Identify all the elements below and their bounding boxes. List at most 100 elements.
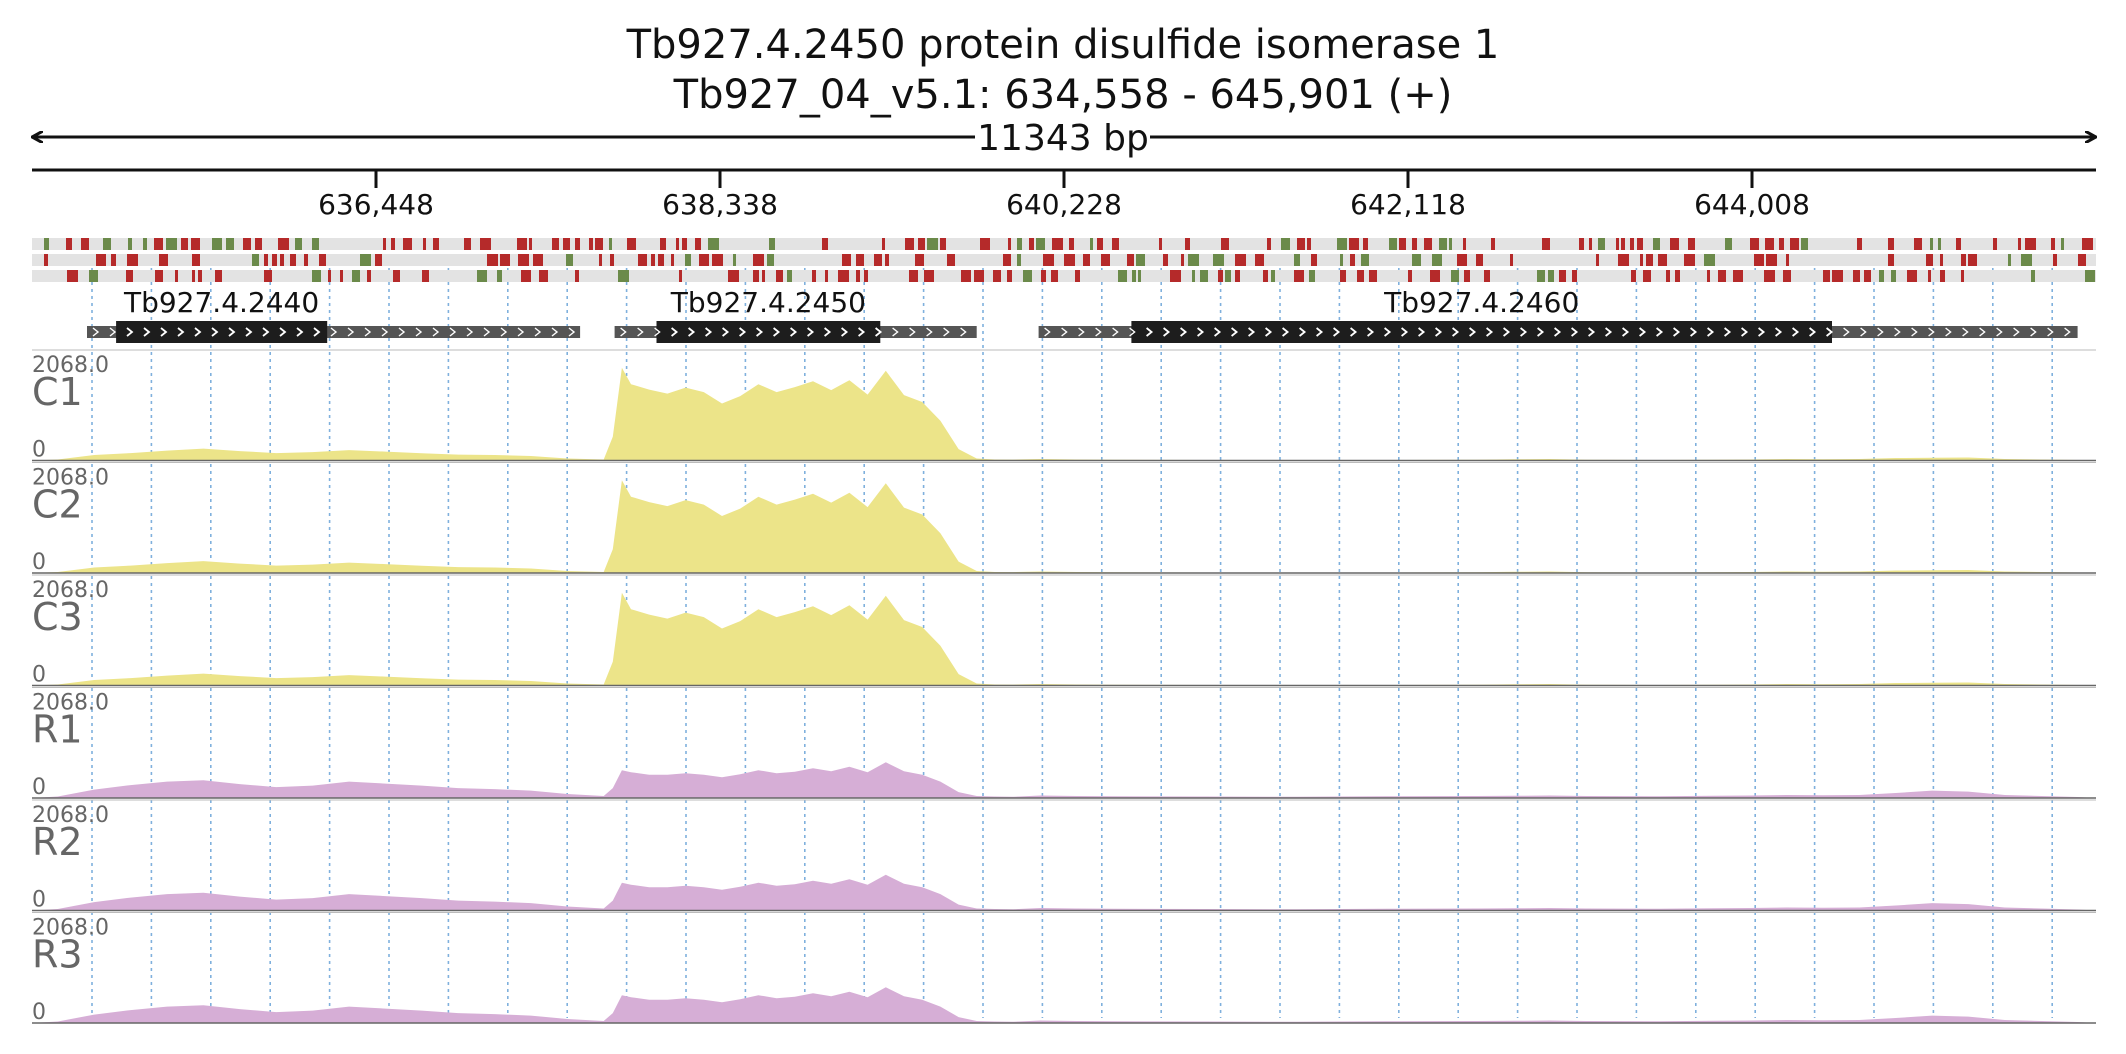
stop-codon-mark	[1961, 270, 1964, 282]
strand-chevron	[637, 327, 644, 337]
stop-codon-mark	[1476, 254, 1483, 266]
stop-codon-mark	[1363, 238, 1368, 250]
track-label: C1	[32, 370, 83, 414]
strand-chevron	[1894, 327, 1901, 337]
stop-codon-mark	[1790, 238, 1799, 250]
start-codon-mark	[2061, 238, 2064, 250]
start-codon-mark	[1036, 238, 1045, 250]
strand-chevron	[756, 327, 764, 337]
strand-chevron	[1044, 327, 1051, 337]
strand-chevron	[551, 327, 559, 337]
stop-codon-mark	[1643, 270, 1651, 282]
stop-codon-mark	[480, 238, 491, 250]
strand-chevron	[228, 327, 236, 337]
start-codon-mark	[787, 270, 792, 282]
stop-codon-mark	[518, 254, 529, 266]
stop-codon-mark	[1399, 238, 1406, 250]
stop-codon-mark	[1783, 270, 1791, 282]
track-min-label: 0	[32, 550, 46, 575]
strand-chevron	[790, 327, 798, 337]
gene-1[interactable]: Tb927.4.2440	[87, 286, 581, 343]
stop-codon-mark	[1127, 254, 1134, 266]
span-length-label: 11343 bp	[977, 118, 1149, 159]
coverage-area	[32, 480, 2096, 573]
stop-codon-mark	[563, 238, 570, 250]
strand-chevron	[2013, 327, 2020, 337]
coverage-track-r2: 2068.0R2 0	[32, 799, 2096, 913]
stop-codon-mark	[159, 254, 168, 266]
stop-codon-mark	[1491, 238, 1495, 250]
stop-codon-mark	[924, 270, 934, 282]
stop-codon-mark	[181, 238, 188, 250]
coverage-area	[32, 592, 2096, 686]
stop-codon-mark	[500, 254, 510, 266]
stop-codon-mark	[1940, 254, 1943, 266]
strand-chevron	[1792, 327, 1800, 337]
stop-codon-mark	[1159, 238, 1162, 250]
start-codon-mark	[360, 254, 371, 266]
stop-codon-mark	[1750, 238, 1759, 250]
start-codon-mark	[1337, 238, 1347, 250]
stop-codon-mark	[127, 254, 138, 266]
track-label: R2	[32, 820, 83, 864]
coverage-track-r1: 2068.0R1 0	[32, 687, 2096, 800]
coordinate-ruler: 636,448 638,338 640,228 642,118 644,008	[32, 168, 2096, 221]
stop-codon-mark	[290, 254, 296, 266]
strand-chevron	[500, 327, 508, 337]
stop-codon-mark	[1888, 254, 1894, 266]
stop-codon-mark	[1640, 254, 1643, 266]
stop-codon-mark	[575, 270, 579, 282]
stop-codon-mark	[825, 270, 828, 282]
stop-codon-mark	[1733, 270, 1743, 282]
stop-codon-mark	[1424, 238, 1432, 250]
stop-codon-mark	[44, 254, 48, 266]
strand-chevron	[824, 327, 832, 337]
strand-chevron	[688, 327, 696, 337]
ruler-tick-label: 638,338	[662, 188, 778, 221]
stop-codon-mark	[1510, 254, 1513, 266]
start-codon-mark	[609, 238, 612, 250]
stop-codon-mark	[272, 254, 277, 266]
start-codon-mark	[89, 270, 98, 282]
start-codon-mark	[708, 238, 719, 250]
strand-chevron	[1809, 327, 1817, 337]
stop-codon-mark	[1083, 254, 1090, 266]
gene-label: Tb927.4.2440	[123, 286, 319, 319]
start-codon-mark	[166, 238, 177, 250]
start-codon-mark	[1225, 270, 1231, 282]
strand-chevron	[1401, 327, 1409, 337]
stop-codon-mark	[838, 270, 849, 282]
start-codon-mark	[477, 270, 487, 282]
strand-chevron	[109, 327, 117, 337]
strand-chevron	[1078, 327, 1085, 337]
stop-codon-mark	[1003, 254, 1011, 266]
coverage-area	[32, 762, 2096, 798]
strand-chevron	[875, 327, 883, 337]
stop-codon-mark	[215, 270, 222, 282]
strand-chevron	[773, 327, 781, 337]
stop-codon-mark	[1572, 270, 1577, 282]
start-codon-mark	[1213, 254, 1224, 266]
strand-chevron	[1112, 327, 1119, 337]
stop-codon-mark	[264, 270, 272, 282]
strand-chevron	[364, 327, 372, 337]
strand-chevron	[1673, 327, 1681, 337]
start-codon-mark	[1309, 270, 1315, 282]
stop-codon-mark	[682, 238, 687, 250]
stop-codon-mark	[1658, 254, 1667, 266]
gene-2[interactable]: Tb927.4.2450	[614, 286, 977, 343]
start-codon-mark	[1598, 238, 1605, 250]
gene-3[interactable]: Tb927.4.2460	[1038, 286, 2078, 343]
stop-codon-mark	[1185, 238, 1190, 250]
start-codon-mark	[44, 238, 49, 250]
start-codon-mark	[1938, 238, 1941, 250]
strand-chevron	[1860, 327, 1867, 337]
frame-row-1	[32, 238, 2096, 250]
stop-codon-mark	[1718, 270, 1726, 282]
stop-codon-mark	[753, 254, 764, 266]
stop-codon-mark	[671, 254, 674, 266]
strand-chevron	[1979, 327, 1986, 337]
strand-chevron	[1350, 327, 1358, 337]
gene-model-track: Tb927.4.2440 Tb927.4.2450 Tb927.4.2460	[87, 286, 2078, 343]
strand-chevron	[1520, 327, 1528, 337]
